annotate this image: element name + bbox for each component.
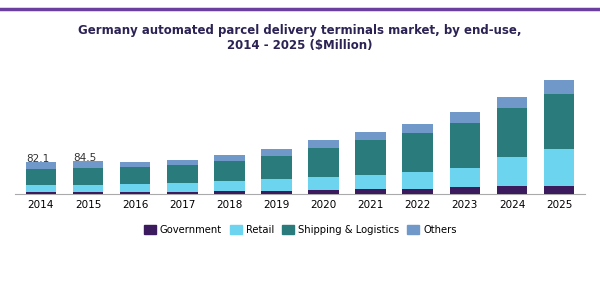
Bar: [261, 156, 292, 179]
Bar: [73, 192, 103, 194]
Legend: Government, Retail, Shipping & Logistics, Others: Government, Retail, Shipping & Logistics…: [139, 221, 461, 239]
Bar: [544, 149, 574, 186]
Bar: [261, 191, 292, 194]
Bar: [120, 184, 151, 192]
Text: 82.1: 82.1: [26, 154, 49, 163]
Bar: [355, 175, 386, 189]
Bar: [308, 148, 339, 177]
Bar: [214, 155, 245, 161]
Bar: [403, 172, 433, 189]
Bar: [355, 189, 386, 194]
Bar: [449, 188, 480, 194]
Bar: [449, 112, 480, 123]
Bar: [120, 167, 151, 184]
Bar: [26, 185, 56, 192]
Bar: [26, 192, 56, 194]
Bar: [214, 181, 245, 191]
Bar: [308, 190, 339, 194]
Bar: [355, 132, 386, 140]
Bar: [497, 109, 527, 157]
Bar: [403, 189, 433, 194]
Bar: [167, 191, 197, 194]
Bar: [544, 94, 574, 149]
Bar: [73, 185, 103, 192]
Bar: [449, 168, 480, 188]
Bar: [497, 157, 527, 186]
Bar: [167, 160, 197, 165]
Bar: [261, 149, 292, 156]
Bar: [544, 81, 574, 94]
Bar: [403, 124, 433, 133]
Title: Germany automated parcel delivery terminals market, by end-use,
2014 - 2025 ($Mi: Germany automated parcel delivery termin…: [78, 24, 522, 52]
Bar: [308, 177, 339, 190]
Bar: [355, 140, 386, 175]
Bar: [120, 192, 151, 194]
Bar: [497, 97, 527, 109]
Bar: [26, 169, 56, 185]
Bar: [214, 161, 245, 181]
Bar: [308, 140, 339, 148]
Bar: [544, 186, 574, 194]
Bar: [261, 179, 292, 191]
Bar: [497, 186, 527, 194]
Bar: [167, 165, 197, 183]
Text: 84.5: 84.5: [73, 153, 96, 163]
Bar: [167, 183, 197, 191]
Bar: [449, 123, 480, 168]
Bar: [214, 191, 245, 194]
Bar: [73, 168, 103, 185]
Bar: [403, 133, 433, 172]
Bar: [120, 162, 151, 167]
Bar: [73, 161, 103, 168]
Bar: [26, 162, 56, 169]
